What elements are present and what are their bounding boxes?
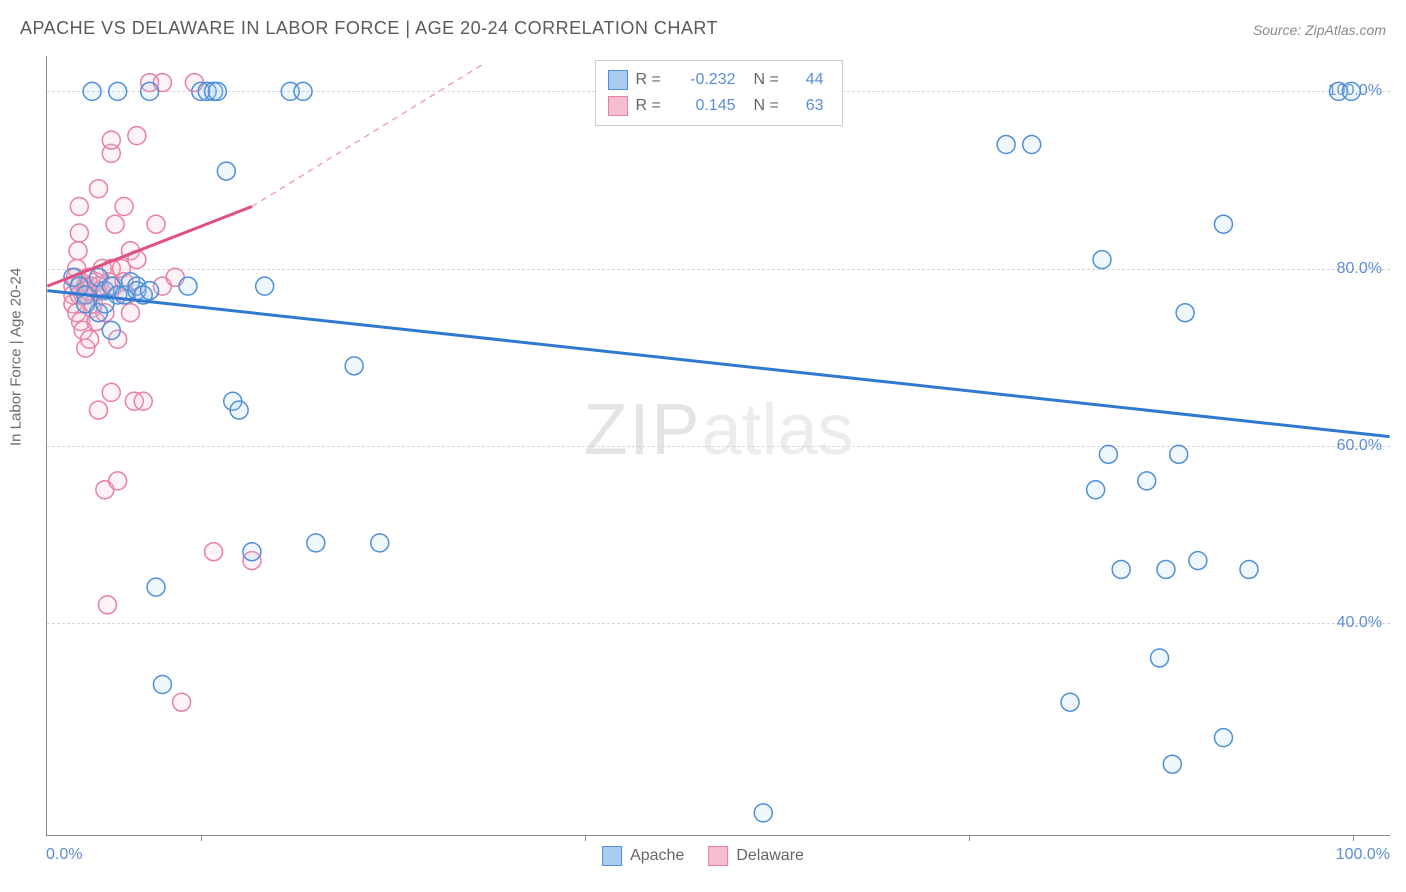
data-point bbox=[754, 804, 772, 822]
data-point bbox=[121, 304, 139, 322]
data-point bbox=[1163, 755, 1181, 773]
data-point bbox=[307, 534, 325, 552]
y-axis-label: In Labor Force | Age 20-24 bbox=[8, 268, 25, 446]
data-point bbox=[1023, 136, 1041, 154]
n-label: N = bbox=[754, 67, 786, 93]
data-point bbox=[173, 693, 191, 711]
data-point bbox=[1112, 560, 1130, 578]
x-axis-max-label: 100.0% bbox=[1336, 846, 1390, 864]
data-point bbox=[102, 131, 120, 149]
data-point bbox=[90, 401, 108, 419]
data-point bbox=[1151, 649, 1169, 667]
data-point bbox=[997, 136, 1015, 154]
chart-title: APACHE VS DELAWARE IN LABOR FORCE | AGE … bbox=[20, 18, 718, 39]
data-point bbox=[102, 383, 120, 401]
legend-swatch-apache bbox=[608, 70, 628, 90]
x-axis-min-label: 0.0% bbox=[46, 846, 82, 864]
scatter-svg bbox=[47, 56, 1390, 835]
data-point bbox=[115, 198, 133, 216]
data-point bbox=[243, 543, 261, 561]
legend-series: Apache Delaware bbox=[602, 846, 804, 866]
data-point bbox=[256, 277, 274, 295]
n-label: N = bbox=[754, 93, 786, 119]
data-point bbox=[294, 82, 312, 100]
legend-label-apache: Apache bbox=[630, 847, 684, 865]
delaware-r-value: 0.145 bbox=[676, 93, 736, 119]
data-point bbox=[371, 534, 389, 552]
data-point bbox=[1170, 445, 1188, 463]
plot-area: ZIPatlas 40.0%60.0%80.0%100.0% R = -0.23… bbox=[46, 56, 1390, 836]
data-point bbox=[1189, 552, 1207, 570]
data-point bbox=[69, 242, 87, 260]
data-point bbox=[70, 198, 88, 216]
data-point bbox=[106, 215, 124, 233]
apache-n-value: 44 bbox=[794, 67, 824, 93]
source-label: Source: ZipAtlas.com bbox=[1253, 22, 1386, 38]
data-point bbox=[1157, 560, 1175, 578]
legend-correlation: R = -0.232 N = 44 R = 0.145 N = 63 bbox=[595, 60, 843, 126]
data-point bbox=[141, 282, 159, 300]
data-point bbox=[179, 277, 197, 295]
data-point bbox=[1342, 82, 1360, 100]
data-point bbox=[208, 82, 226, 100]
legend-swatch-delaware bbox=[608, 96, 628, 116]
data-point bbox=[1214, 729, 1232, 747]
legend-row-delaware: R = 0.145 N = 63 bbox=[608, 93, 824, 119]
data-point bbox=[128, 127, 146, 145]
data-point bbox=[1087, 481, 1105, 499]
legend-label-delaware: Delaware bbox=[736, 847, 804, 865]
data-point bbox=[1099, 445, 1117, 463]
data-point bbox=[1214, 215, 1232, 233]
data-point bbox=[1093, 251, 1111, 269]
data-point bbox=[147, 215, 165, 233]
data-point bbox=[109, 472, 127, 490]
data-point bbox=[1176, 304, 1194, 322]
data-point bbox=[109, 82, 127, 100]
data-point bbox=[81, 330, 99, 348]
data-point bbox=[147, 578, 165, 596]
data-point bbox=[217, 162, 235, 180]
data-point bbox=[345, 357, 363, 375]
legend-swatch-delaware-bottom bbox=[708, 846, 728, 866]
delaware-n-value: 63 bbox=[794, 93, 824, 119]
legend-item-delaware: Delaware bbox=[708, 846, 804, 866]
data-point bbox=[1138, 472, 1156, 490]
legend-swatch-apache-bottom bbox=[602, 846, 622, 866]
data-point bbox=[134, 392, 152, 410]
apache-r-value: -0.232 bbox=[676, 67, 736, 93]
chart-container: APACHE VS DELAWARE IN LABOR FORCE | AGE … bbox=[0, 0, 1406, 892]
data-point bbox=[1061, 693, 1079, 711]
legend-item-apache: Apache bbox=[602, 846, 684, 866]
data-point bbox=[98, 596, 116, 614]
data-point bbox=[141, 82, 159, 100]
r-label: R = bbox=[636, 93, 668, 119]
data-point bbox=[90, 180, 108, 198]
data-point bbox=[153, 676, 171, 694]
data-point bbox=[83, 82, 101, 100]
r-label: R = bbox=[636, 67, 668, 93]
data-point bbox=[230, 401, 248, 419]
data-point bbox=[102, 321, 120, 339]
data-point bbox=[70, 224, 88, 242]
data-point bbox=[205, 543, 223, 561]
data-point bbox=[1240, 560, 1258, 578]
legend-row-apache: R = -0.232 N = 44 bbox=[608, 67, 824, 93]
